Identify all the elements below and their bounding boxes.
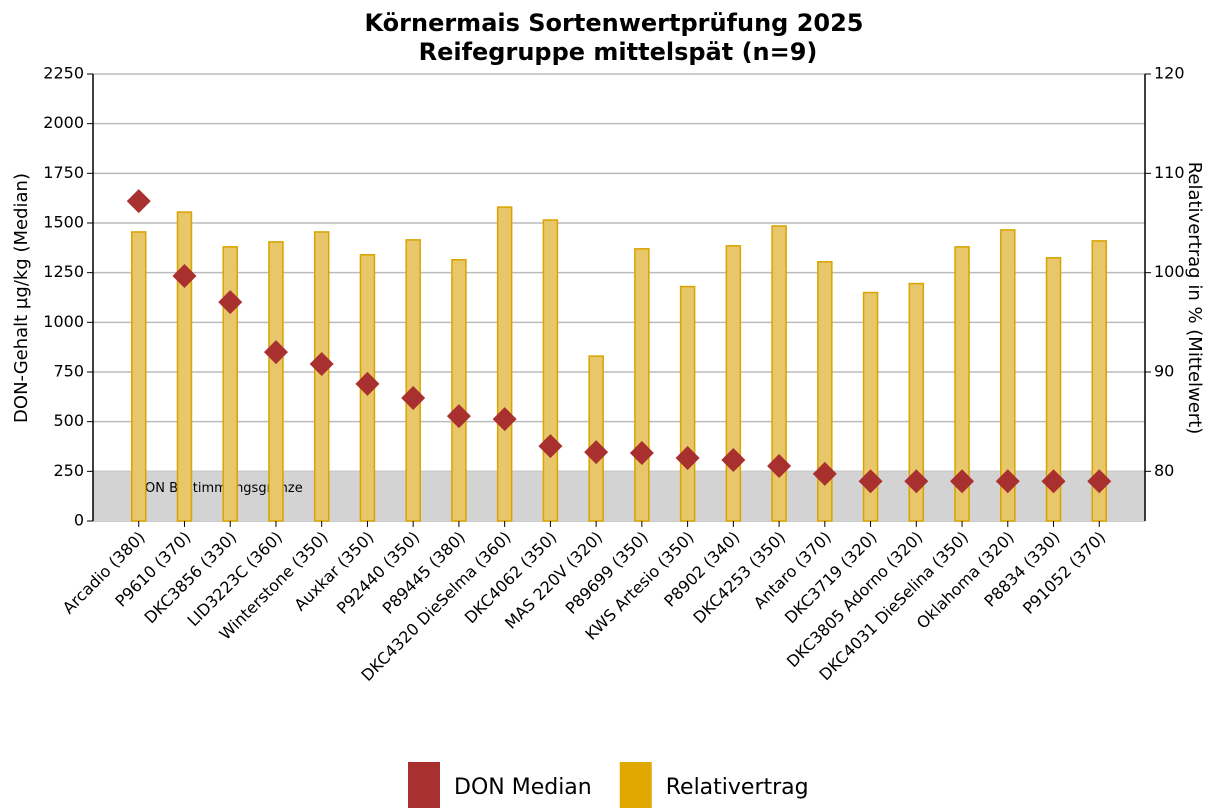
diamond-marker: [995, 469, 1020, 494]
diamond-marker: [172, 264, 197, 289]
bar: [496, 206, 513, 522]
y-tick-label: 250: [53, 461, 84, 480]
chart-title: Körnermais Sortenwertprüfung 2025: [364, 9, 863, 37]
y-tick-label: 500: [53, 411, 84, 430]
y-tick-label: 1750: [43, 163, 84, 182]
bar: [725, 245, 742, 522]
legend-label: Relativertrag: [666, 775, 809, 800]
chart-subtitle: Reifegruppe mittelspät (n=9): [419, 38, 818, 66]
y-tick-label: 0: [74, 511, 84, 530]
y2-tick-label: 100: [1154, 262, 1185, 281]
bar: [130, 231, 147, 522]
diamond-marker: [401, 386, 426, 411]
y2-tick-label: 80: [1154, 461, 1174, 480]
legend-label: DON Median: [454, 775, 592, 800]
bar: [313, 231, 330, 522]
diamond-marker: [950, 469, 975, 494]
diamond-marker: [721, 448, 746, 473]
diamond-marker: [446, 404, 471, 429]
diamond-marker: [629, 441, 654, 466]
x-tick-label: Auxkar (350): [290, 528, 377, 615]
diamond-marker: [584, 440, 609, 465]
diamond-marker: [767, 453, 792, 478]
y-tick-label: 750: [53, 362, 84, 381]
bar: [176, 211, 193, 522]
diamond-marker: [538, 434, 563, 459]
diamond-marker: [126, 189, 151, 214]
y-tick-label: 1250: [43, 262, 84, 281]
diamond-marker: [904, 469, 929, 494]
diamond-marker: [492, 407, 517, 432]
diamond-marker: [858, 469, 883, 494]
legend-swatch: [408, 762, 440, 808]
diamond-marker: [1087, 469, 1112, 494]
y-tick-label: 2000: [43, 113, 84, 132]
y2-tick-label: 110: [1154, 163, 1185, 182]
bar: [268, 241, 284, 522]
diamond-marker: [355, 371, 380, 396]
y2-tick-label: 120: [1154, 64, 1185, 83]
bar: [542, 219, 559, 522]
diamond-marker: [218, 290, 243, 315]
y-tick-label: 2250: [43, 64, 84, 83]
bar: [588, 355, 604, 522]
y2-tick-label: 90: [1154, 362, 1174, 381]
diamond-marker: [675, 446, 700, 471]
bar: [634, 248, 650, 522]
y-tick-label: 1000: [43, 312, 84, 331]
diamond-marker: [309, 352, 334, 377]
diamond-marker: [1041, 469, 1066, 494]
y2-axis-label: Relativertrag in % (Mittelwert): [1184, 162, 1205, 435]
bar: [405, 239, 421, 522]
bar: [679, 285, 696, 522]
diamond-marker: [263, 340, 288, 365]
bar: [451, 259, 467, 522]
y-axis-label: DON-Gehalt µg/kg (Median): [11, 173, 32, 423]
legend-swatch: [619, 762, 652, 808]
diamond-marker: [812, 461, 837, 486]
x-tick-label: P91052 (370): [1019, 528, 1109, 618]
threshold-band: [93, 471, 1145, 521]
y-tick-label: 1500: [43, 213, 84, 232]
bar: [222, 246, 238, 522]
